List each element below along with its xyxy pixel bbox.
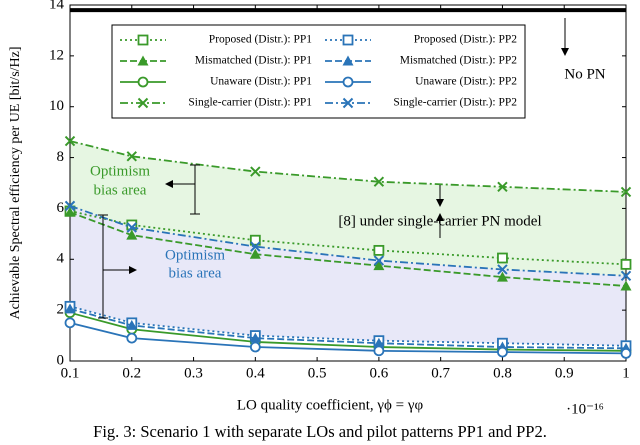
legend-label: Mismatched (Distr.): PP1 <box>195 55 312 67</box>
series-line <box>69 321 627 355</box>
series-line <box>69 311 627 352</box>
marker <box>126 319 138 330</box>
caption: Fig. 3: Scenario 1 with separate LOs and… <box>93 422 547 441</box>
series-line <box>69 308 627 350</box>
legend-marker <box>137 76 149 88</box>
annotation: bias area <box>94 182 147 198</box>
shaded-area <box>70 141 626 276</box>
x-tick-label: 0.4 <box>246 365 265 381</box>
marker <box>126 219 138 231</box>
brackets <box>98 164 444 319</box>
marker <box>126 222 137 233</box>
y-axis-label: Achievable Spectral efficiency per UE [b… <box>8 46 23 319</box>
legend-label: Single-carrier (Distr.): PP1 <box>188 97 312 109</box>
x-tick-label: 0.8 <box>493 365 512 381</box>
marker <box>620 186 632 198</box>
legend-label: Proposed (Distr.): PP1 <box>209 34 312 46</box>
legend-label: Mismatched (Distr.): PP2 <box>400 55 517 67</box>
marker <box>249 332 261 343</box>
marker <box>620 347 632 359</box>
legend-marker <box>342 55 354 66</box>
y-tick-label: 12 <box>49 47 64 63</box>
y-tick-label: 2 <box>57 302 65 318</box>
legend-label: Unaware (Distr.): PP1 <box>210 76 312 88</box>
y-tick-label: 6 <box>57 200 65 216</box>
marker <box>126 151 137 162</box>
marker <box>497 346 508 358</box>
marker <box>620 280 632 291</box>
x-tick-label: 0.1 <box>61 365 80 381</box>
marker <box>64 317 76 329</box>
annotation: Optimism <box>165 247 225 263</box>
y-tick-label: 0 <box>57 352 65 368</box>
marker <box>126 332 138 344</box>
marker <box>620 258 632 270</box>
marker <box>249 234 261 246</box>
marker <box>249 341 261 353</box>
marker <box>249 248 261 259</box>
marker <box>373 345 385 357</box>
x-tick-label: 0.7 <box>431 365 450 381</box>
marker <box>64 135 76 147</box>
legend-marker <box>137 97 149 109</box>
no-pn-label: No PN <box>564 66 605 82</box>
legend-label: Proposed (Distr.): PP2 <box>414 34 517 46</box>
x-tick-label: 0.3 <box>184 365 203 381</box>
x-axis-label: LO quality coefficient, γϕ = γφ <box>237 397 424 413</box>
annotation: Optimism <box>90 163 150 179</box>
annotation: bias area <box>169 265 222 281</box>
shaded-area <box>70 205 626 346</box>
y-tick-label: 4 <box>57 251 65 267</box>
series-line <box>69 211 627 287</box>
series-line <box>69 205 627 277</box>
x-tick-label: 0.9 <box>555 365 574 381</box>
series-line <box>69 305 627 347</box>
marker <box>620 270 632 282</box>
legend-label: Unaware (Distr.): PP2 <box>415 76 517 88</box>
legend-marker <box>137 55 149 66</box>
marker <box>497 181 508 193</box>
series-line <box>69 210 627 266</box>
marker <box>497 264 508 275</box>
legend-marker <box>137 34 149 46</box>
legend <box>111 24 526 119</box>
legend-marker <box>342 97 354 109</box>
marker <box>373 337 385 348</box>
y-tick-label: 14 <box>49 0 65 12</box>
marker <box>126 229 138 240</box>
marker <box>496 271 508 282</box>
plot-frame <box>69 4 627 362</box>
marker <box>373 255 385 266</box>
marker <box>250 166 261 177</box>
marker <box>497 252 508 264</box>
legend-marker <box>342 34 354 46</box>
marker <box>373 260 385 271</box>
marker <box>373 244 385 256</box>
legend-label: Single-carrier (Distr.): PP2 <box>393 97 517 109</box>
x-exponent: ·10⁻¹⁶ <box>566 401 604 417</box>
x-tick-label: 1 <box>622 365 630 381</box>
legend-marker <box>342 76 354 88</box>
marker <box>250 241 261 252</box>
x-tick-label: 0.5 <box>308 365 327 381</box>
y-tick-label: 10 <box>49 98 64 114</box>
series-line <box>69 140 627 193</box>
marker <box>64 206 76 217</box>
marker <box>64 303 76 314</box>
y-tick-label: 8 <box>57 149 65 165</box>
marker <box>64 200 76 212</box>
x-tick-label: 0.2 <box>122 365 141 381</box>
x-tick-label: 0.6 <box>370 365 389 381</box>
marker <box>373 176 385 187</box>
